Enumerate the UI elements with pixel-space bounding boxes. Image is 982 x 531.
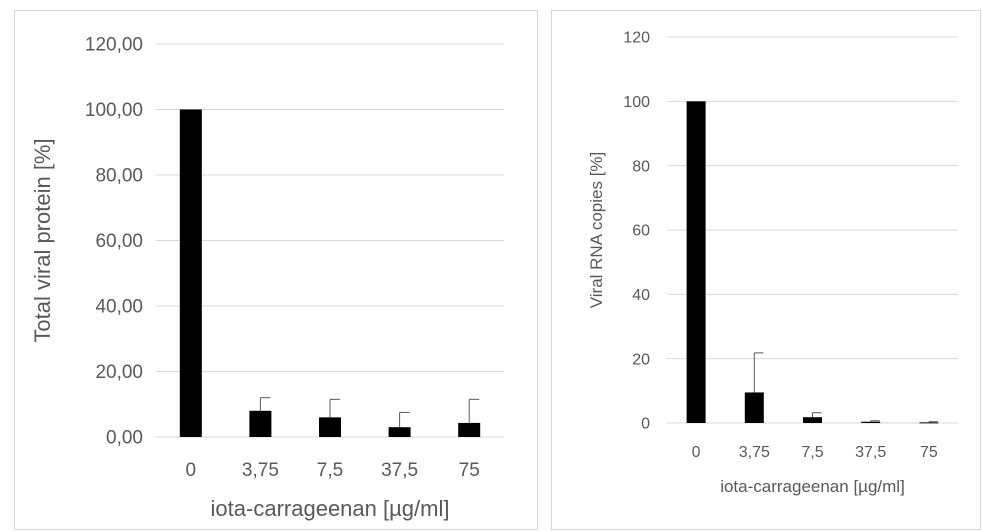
x-tick-label: 75	[920, 444, 938, 461]
y-tick-label: 60	[632, 223, 650, 240]
x-tick-label: 37,5	[381, 460, 418, 481]
x-tick-label: 7,5	[801, 444, 823, 461]
x-tick-label: 75	[459, 460, 480, 481]
bar	[249, 410, 272, 437]
bar	[803, 417, 822, 423]
y-tick-label: 40	[632, 287, 650, 304]
x-tick-label: 3,75	[739, 444, 770, 461]
y-tick-label: 80,00	[95, 166, 143, 187]
y-tick-label: 0,00	[106, 428, 143, 449]
y-tick-label: 120	[623, 30, 650, 47]
bar	[388, 427, 411, 437]
bar	[458, 422, 481, 437]
x-axis-title: iota-carrageenan [µg/ml]	[720, 477, 905, 496]
y-tick-label: 60,00	[95, 231, 143, 252]
bar	[861, 421, 881, 423]
bar	[179, 109, 202, 437]
bar	[919, 422, 939, 424]
y-tick-label: 0	[641, 416, 650, 433]
x-tick-label: 0	[186, 460, 197, 481]
x-tick-label: 0	[692, 444, 701, 461]
y-tick-label: 20	[632, 351, 650, 368]
y-tick-label: 80	[632, 158, 650, 175]
y-axis-title: Viral RNA copies [%]	[587, 152, 606, 309]
y-tick-label: 20,00	[95, 362, 143, 383]
y-tick-label: 120,00	[85, 35, 143, 56]
y-tick-label: 100,00	[85, 100, 143, 121]
x-tick-label: 37,5	[855, 444, 886, 461]
bar	[686, 101, 706, 423]
bar	[319, 417, 341, 437]
bar	[744, 392, 764, 423]
chart-viral-rna-copies: 0 20 40 60 80 100 120 0 3,75 7,5 37,5 75 iota-carrag…	[587, 30, 958, 496]
x-axis-title: iota-carrageenan [µg/ml]	[211, 496, 450, 521]
chart-panel-total-viral-protein: 0,00 20,00 40,00 60,00 80,00 100,00 120,00 0 3,7…	[14, 10, 538, 530]
y-tick-label: 100	[623, 94, 650, 111]
y-tick-label: 40,00	[95, 297, 143, 318]
y-axis-title: Total viral protein [%]	[30, 138, 55, 342]
chart-total-viral-protein: 0,00 20,00 40,00 60,00 80,00 100,00 120,00 0 3,7…	[30, 35, 504, 521]
x-tick-label: 3,75	[242, 460, 279, 481]
x-tick-label: 7,5	[317, 460, 343, 481]
chart-panel-viral-rna-copies: 0 20 40 60 80 100 120 0 3,75 7,5 37,5 75 iota-carrag…	[551, 10, 981, 530]
